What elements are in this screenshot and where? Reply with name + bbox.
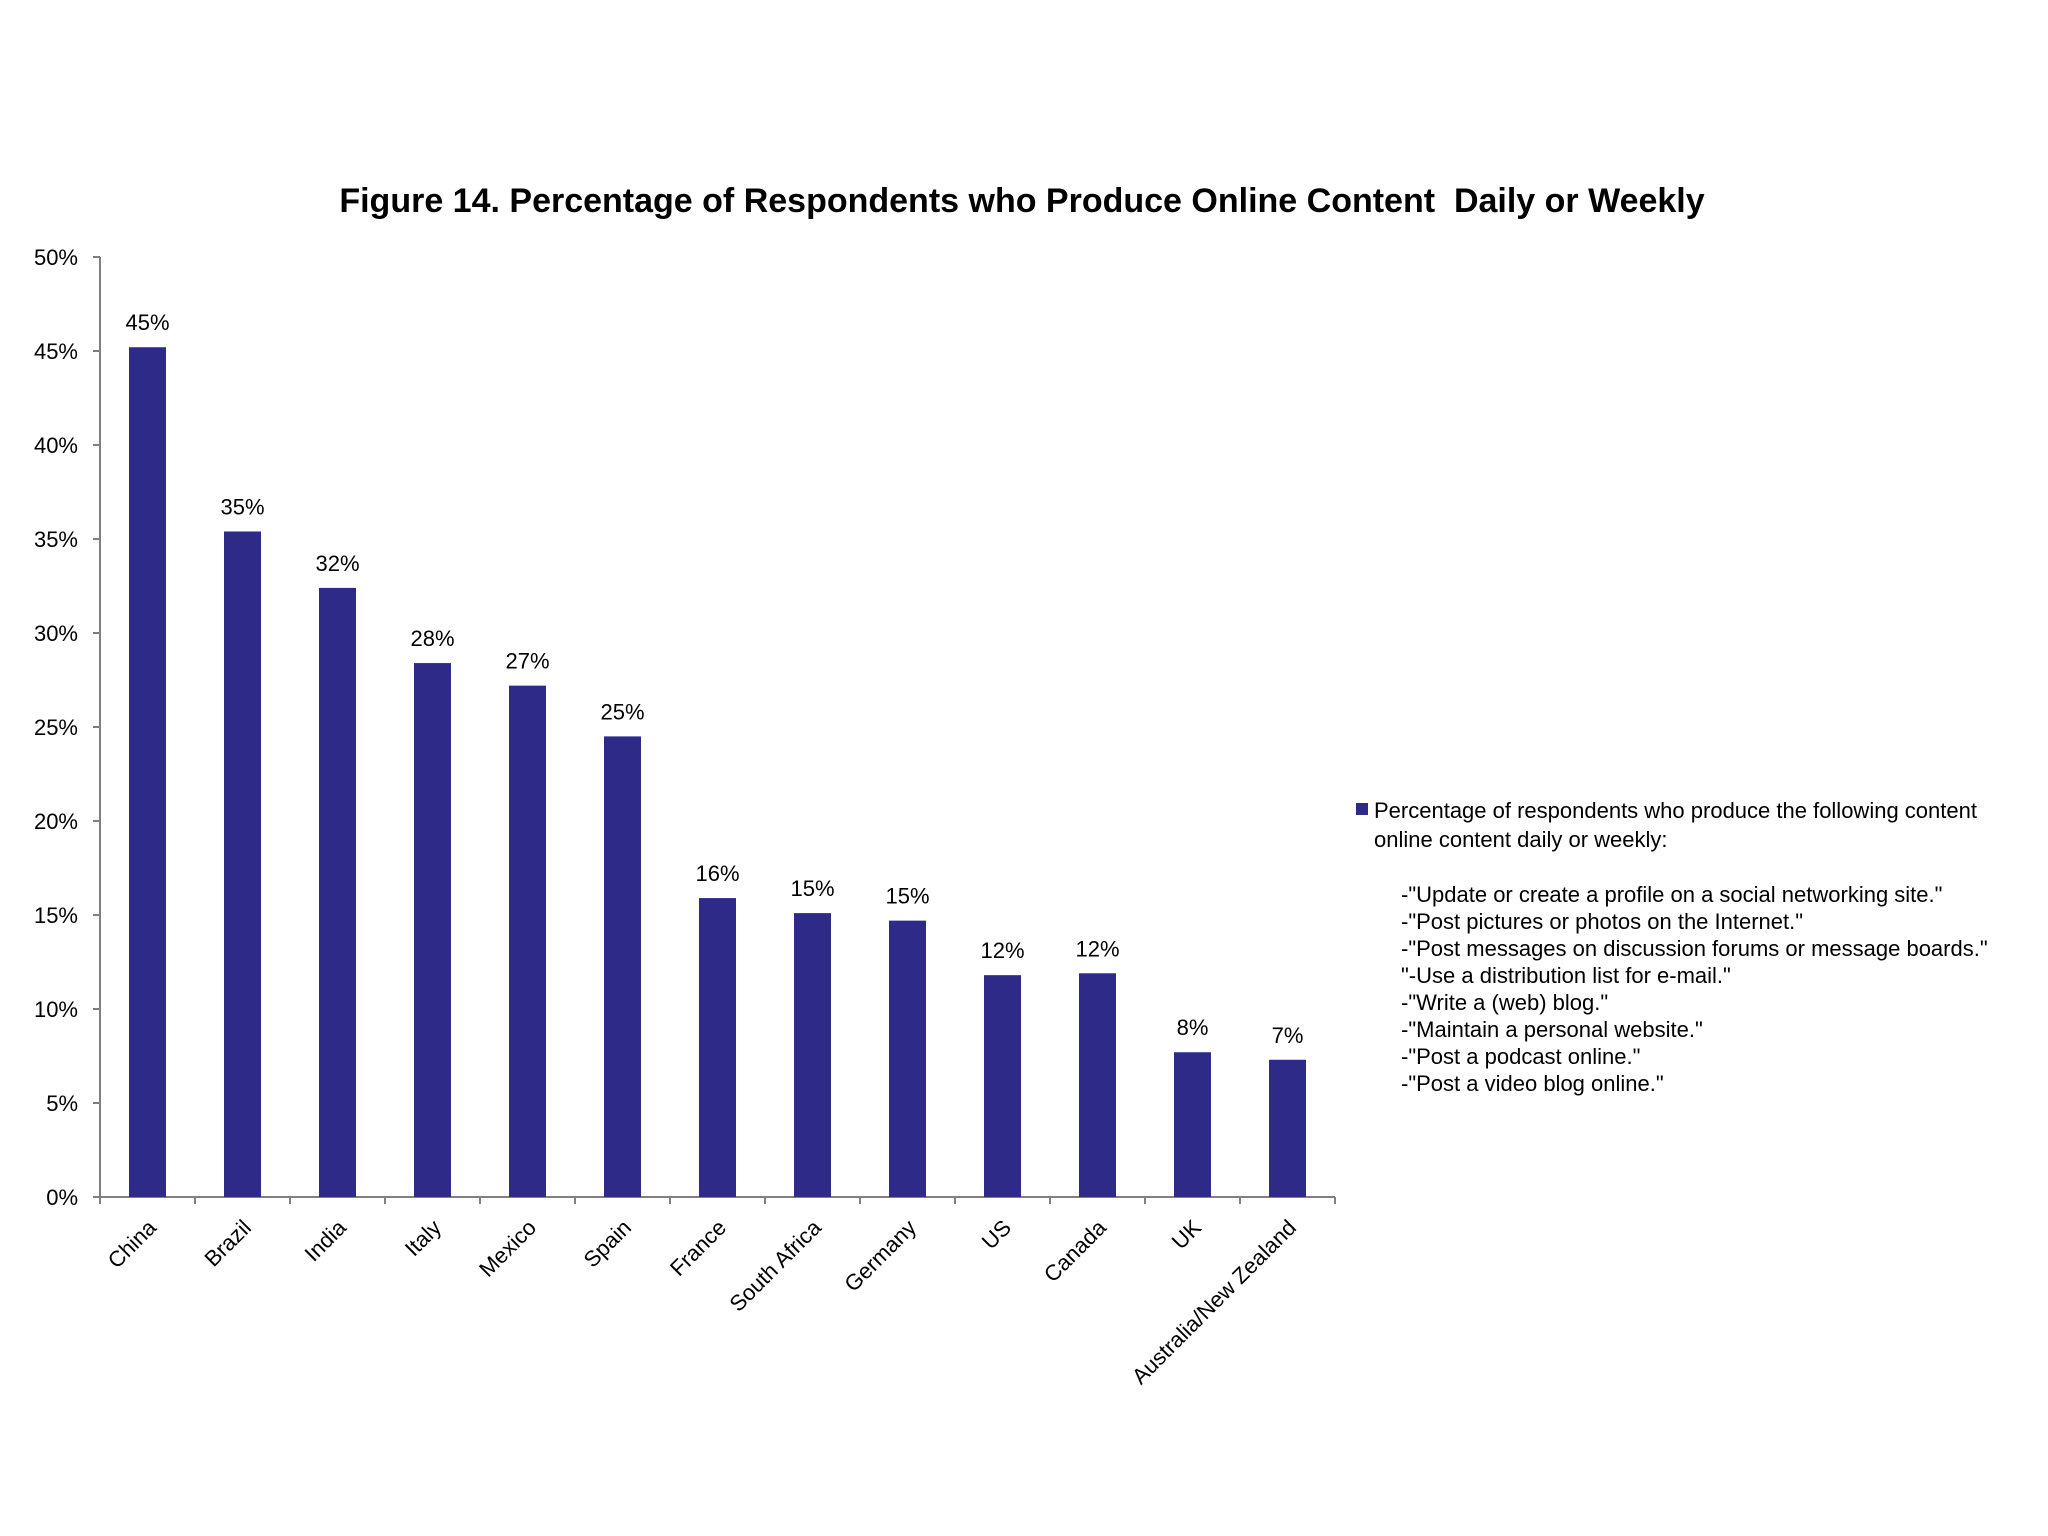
legend-swatch: [1356, 803, 1368, 815]
x-tick-label: Italy: [400, 1215, 446, 1261]
bar: [509, 685, 546, 1197]
bar: [224, 531, 261, 1197]
bar-data-label: 25%: [600, 699, 644, 724]
y-tick-label: 25%: [34, 715, 78, 740]
y-tick-label: 30%: [34, 621, 78, 646]
chart-title: Figure 14. Percentage of Respondents who…: [339, 182, 1704, 220]
bar: [1269, 1059, 1306, 1197]
bar: [129, 347, 166, 1197]
bar-data-label: 12%: [1075, 936, 1119, 961]
bar: [889, 920, 926, 1197]
y-tick-label: 35%: [34, 527, 78, 552]
bar: [414, 663, 451, 1197]
legend-note: -"Post a podcast online.": [1401, 1044, 1641, 1069]
bar: [604, 736, 641, 1197]
bar-data-label: 35%: [220, 494, 264, 519]
bar: [1079, 973, 1116, 1197]
bar-data-label: 7%: [1272, 1023, 1304, 1048]
y-tick-label: 15%: [34, 903, 78, 928]
y-tick-label: 0%: [46, 1185, 78, 1210]
bar: [699, 898, 736, 1197]
legend-note: -"Write a (web) blog.": [1401, 990, 1609, 1015]
bar-data-label: 15%: [790, 876, 834, 901]
legend-note: -"Update or create a profile on a social…: [1401, 882, 1943, 907]
bar: [794, 913, 831, 1197]
data-labels: 45% 35% 32% 28% 27% 25% 16% 15% 15% 12% 12% 8% 7%: [125, 310, 1303, 1048]
x-tick-label: Germany: [839, 1215, 921, 1297]
y-tick-label: 20%: [34, 809, 78, 834]
bar: [984, 975, 1021, 1197]
y-axis: 0% 5% 10% 15% 20% 25% 30% 35% 40% 45% 50%: [34, 245, 101, 1210]
y-tick-label: 40%: [34, 433, 78, 458]
x-axis: [99, 1196, 1336, 1204]
legend-note: -"Post messages on discussion forums or …: [1401, 936, 1988, 961]
x-tick-label: Australia/New Zealand: [1127, 1215, 1301, 1389]
bar-data-label: 45%: [125, 310, 169, 335]
x-tick-label: China: [103, 1214, 162, 1273]
legend-label: Percentage of respondents who produce th…: [1374, 798, 1977, 852]
y-tick-label: 10%: [34, 997, 78, 1022]
legend-notes: -"Update or create a profile on a social…: [1401, 881, 2026, 1097]
legend-note: -"Post pictures or photos on the Interne…: [1401, 909, 1804, 934]
bar-data-label: 12%: [980, 938, 1024, 963]
bar-data-label: 28%: [410, 626, 454, 651]
bar-data-label: 15%: [885, 884, 929, 909]
x-tick-label: Brazil: [199, 1215, 256, 1272]
bar-data-label: 32%: [315, 551, 359, 576]
bar-data-label: 8%: [1177, 1015, 1209, 1040]
x-tick-label: South Africa: [724, 1214, 826, 1316]
y-tick-label: 5%: [46, 1091, 78, 1116]
x-tick-labels: China Brazil India Italy Mexico Spain FranceSo…: [103, 1214, 1301, 1389]
x-tick-label: France: [665, 1215, 731, 1281]
bar-series: [129, 347, 1306, 1197]
legend: Percentage of respondents who produce th…: [1356, 796, 2026, 1097]
y-tick-label: 50%: [34, 245, 78, 270]
x-tick-label: India: [300, 1214, 352, 1266]
legend-note: "-Use a distribution list for e-mail.": [1401, 963, 1731, 988]
legend-note: -"Maintain a personal website.": [1401, 1017, 1703, 1042]
x-tick-label: Canada: [1039, 1214, 1112, 1287]
legend-entry: Percentage of respondents who produce th…: [1356, 796, 2026, 854]
y-tick-label: 45%: [34, 339, 78, 364]
legend-note: -"Post a video blog online.": [1401, 1071, 1664, 1096]
x-tick-label: Spain: [579, 1215, 636, 1272]
x-tick-label: Mexico: [474, 1215, 541, 1282]
bar: [319, 587, 356, 1197]
bar-data-label: 27%: [505, 649, 549, 674]
bar-data-label: 16%: [695, 861, 739, 886]
bar: [1174, 1052, 1211, 1197]
x-tick-label: UK: [1167, 1215, 1207, 1255]
x-tick-label: US: [977, 1215, 1016, 1254]
